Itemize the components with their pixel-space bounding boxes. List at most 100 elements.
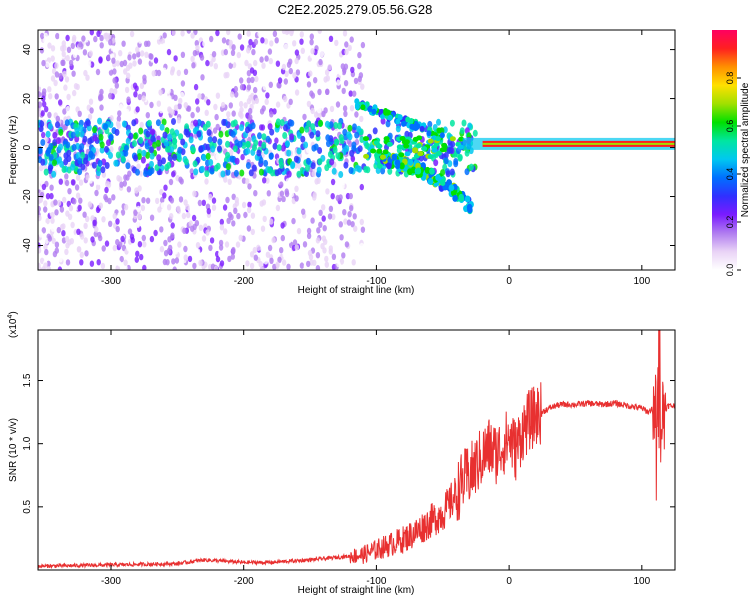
spectrogram-noise-cell [299,262,305,269]
spectrogram-noise-cell [330,178,336,186]
spectrogram-noise-cell [351,259,356,266]
spectrogram-band-cell [253,139,259,147]
spectrogram-bright-cell [412,148,419,154]
spectrogram-noise-cell [64,173,69,180]
spectrogram-noise-cell [342,30,348,37]
spectrogram-band-cell [385,120,391,128]
spectrogram-noise-cell [202,40,207,47]
spectrogram-band-cell [183,158,189,166]
spectrogram-noise-cell [227,178,232,185]
spectrogram-noise-cell [105,65,111,72]
spectrogram-band-cell [75,152,81,159]
spectrogram-band-cell [97,159,103,167]
spectrogram-noise-cell [231,220,236,227]
spectrogram-band-cell [221,118,227,126]
spectrogram-band-cell [263,159,269,167]
spectrogram-noise-cell [55,32,60,40]
spectrogram-band-cell [61,166,67,173]
spectrogram-noise-cell [176,205,181,212]
spectrogram-band-cell [347,133,353,141]
spectrogram-noise-cell [191,62,196,69]
spectrogram-noise-cell [306,81,312,88]
spectrogram-band-cell [149,167,155,175]
spectrogram-branch-cell [435,174,441,181]
spectrogram-noise-cell [223,48,228,56]
spectrogram-band-cell [436,118,441,126]
spectrogram-noise-cell [316,227,321,234]
spectrogram-noise-cell [179,91,185,99]
spectrogram-noise-cell [43,200,48,207]
spectrogram-noise-cell [119,255,124,263]
spectrogram-noise-cell [178,97,183,105]
spectrogram-noise-cell [133,91,138,98]
spectrogram-noise-cell [61,223,66,230]
spectrogram-noise-cell [275,261,280,268]
spectrogram-noise-cell [180,240,186,247]
colorbar-tick-label: 0.2 [725,216,735,229]
spectrogram-noise-cell [307,249,313,257]
spectrogram-noise-cell [228,39,233,47]
spectrogram-noise-cell [249,235,254,242]
spectrogram-band-cell [326,140,331,148]
spectrogram-noise-cell [46,266,51,270]
spectrogram-band-cell [261,141,267,149]
spectrogram-noise-cell [112,77,117,84]
spectrogram-noise-cell [76,228,81,235]
spectrogram-noise-cell [41,266,46,270]
spectrogram-noise-cell [88,165,94,172]
spectrogram-noise-cell [153,229,158,237]
spectrogram-band-cell [225,151,230,159]
spectrogram-branch-cell [467,206,473,214]
spectrogram-noise-cell [264,55,269,62]
spectrogram-branch-cell [386,162,392,170]
spectrogram-band-cell [310,123,316,131]
spectrogram-noise-cell [224,241,230,248]
spectrogram-noise-cell [344,48,349,56]
spectrogram-noise-cell [171,171,176,178]
spectrogram-noise-cell [47,42,52,49]
spectrogram-noise-cell [166,247,171,255]
spectrogram-noise-cell [311,170,316,178]
spectrogram-noise-cell [279,209,284,217]
spectrogram-noise-cell [58,178,63,185]
spectrogram-band-cell [461,119,467,127]
spectrogram-noise-cell [101,245,106,252]
spectrogram-noise-cell [341,252,346,259]
spectrogram-noise-cell [94,226,99,233]
spectrogram-noise-cell [173,104,179,111]
spectrogram-band-cell [46,147,52,155]
spectrogram-noise-cell [328,35,334,42]
spectrogram-band-cell [285,140,290,148]
spectrogram-band-cell [202,124,208,131]
spectrogram-band-cell [245,162,251,169]
spectrogram-noise-cell [212,127,218,134]
spectrogram-band-cell [193,119,198,127]
spectrogram-noise-cell [336,260,341,268]
snr-y-tick-label: 1.5 [22,373,33,387]
spectrogram-noise-cell [186,211,191,219]
spectrogram-noise-cell [112,244,118,252]
spectrogram-branch-cell [429,167,435,175]
spectrogram-band-cell [80,151,86,159]
spectrogram-branch-cell [448,184,455,192]
spectrogram-band-cell [339,137,345,145]
spectrogram-noise-cell [303,255,309,262]
spectrogram-noise-cell [107,33,112,40]
spectrogram-noise-cell [261,62,266,69]
spectrogram-noise-cell [315,237,321,244]
spectrogram-noise-cell [247,131,252,138]
spectrogram-branch-cell [391,153,398,161]
spectrogram-noise-cell [252,69,258,77]
spectrogram-noise-cell [142,113,147,121]
spectrogram-band-cell [310,162,316,170]
spectrogram-band-cell [66,149,72,157]
spectrogram-noise-cell [173,248,179,255]
spectrogram-noise-cell [220,124,226,131]
spectrogram-noise-cell [335,101,341,108]
spectrogram-noise-cell [38,91,42,98]
spectrogram-band-cell [176,153,182,161]
spectrogram-noise-cell [359,242,364,250]
spectrogram-noise-cell [112,212,117,220]
spectrogram-noise-cell [118,241,123,248]
spectrogram-bright-cell [449,136,456,142]
